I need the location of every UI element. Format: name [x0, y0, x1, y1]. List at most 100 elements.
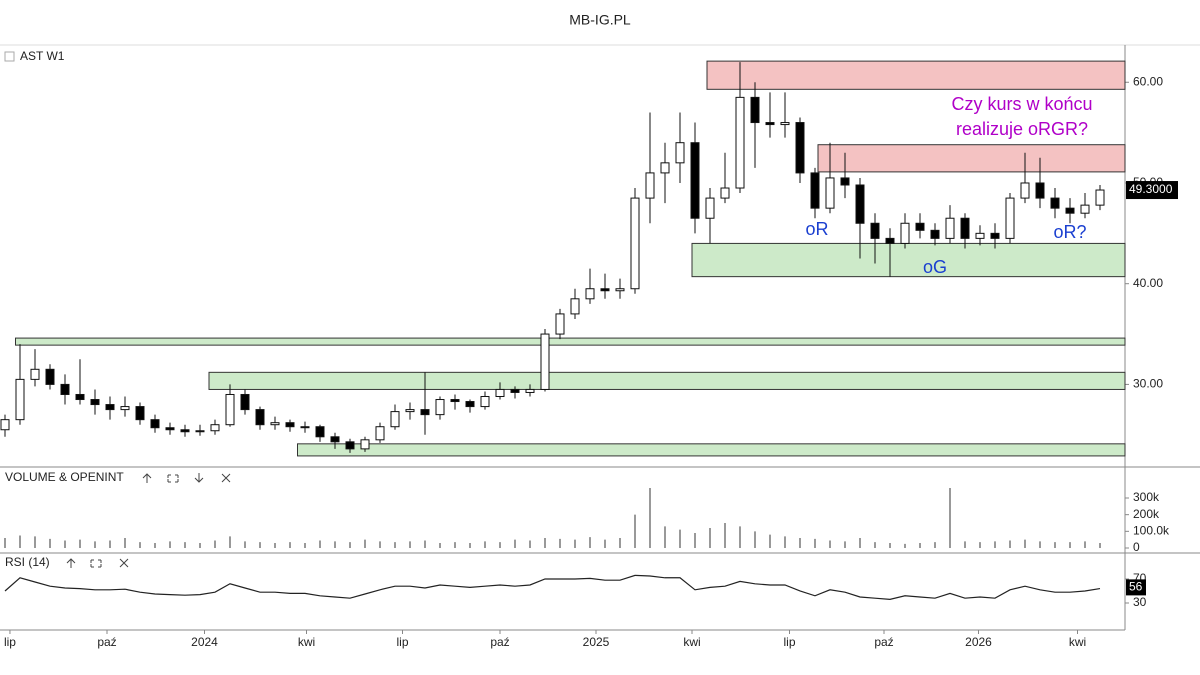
candle-body [960, 217, 970, 239]
x-tick-label: lip [4, 635, 16, 649]
candle-body [420, 409, 430, 416]
candle-body [1095, 189, 1105, 206]
candle-body [1020, 182, 1030, 199]
candle-body [930, 229, 940, 239]
move-up-icon[interactable] [142, 473, 152, 483]
y-tick-label: 100.0k [1133, 524, 1170, 538]
move-up-icon[interactable] [66, 558, 76, 568]
candle-body [690, 142, 700, 219]
candle-body [360, 439, 370, 450]
annotation: realizuje oRGR? [956, 119, 1088, 139]
x-tick-label: paź [874, 635, 893, 649]
close-icon[interactable] [119, 558, 129, 568]
candle-body [180, 429, 190, 433]
last-price-label: 49.3000 [1129, 182, 1173, 196]
zone [691, 242, 1126, 278]
candle-body [810, 172, 820, 209]
rsi-value-box [1126, 579, 1146, 596]
candle-body [285, 422, 295, 428]
maximize-icon[interactable] [90, 559, 102, 568]
candle-body [900, 222, 910, 244]
candle-body [1050, 197, 1060, 209]
zone [15, 337, 1126, 346]
pane-title: RSI (14) [5, 555, 50, 569]
candle-body [450, 399, 460, 403]
candle-body [1005, 197, 1015, 239]
candle-body [840, 177, 850, 186]
candle-body [675, 142, 685, 164]
last-price-box [1126, 181, 1178, 200]
close-icon[interactable] [221, 473, 231, 483]
candle-body [330, 436, 340, 443]
annotation: oG [923, 257, 947, 277]
x-tick-label: kwi [683, 635, 700, 649]
candle-body [90, 399, 100, 406]
pane-controls[interactable] [66, 558, 129, 568]
annotation: oR? [1053, 222, 1086, 242]
candle-body [0, 419, 10, 431]
candle-body [525, 388, 535, 393]
candle-body [750, 96, 760, 124]
x-tick-label: kwi [298, 635, 315, 649]
annotation: oR [805, 219, 828, 239]
candle-body [30, 368, 40, 380]
candle-body [240, 393, 250, 411]
candle-body [915, 222, 925, 231]
collapse-icon[interactable] [4, 51, 15, 62]
candle-body [585, 288, 595, 300]
candle-body [45, 368, 55, 385]
candle-body [315, 426, 325, 438]
candle-body [570, 298, 580, 315]
candle-body [135, 406, 145, 421]
candle-body [150, 419, 160, 429]
move-down-icon[interactable] [194, 473, 204, 483]
candle-body [975, 232, 985, 239]
zone [297, 443, 1126, 457]
annotation: Czy kurs w końcu [951, 94, 1092, 114]
candle-body [165, 427, 175, 431]
candle-body [60, 383, 70, 395]
candle-body [885, 237, 895, 244]
y-tick-label: 30.00 [1133, 377, 1163, 391]
candle-body [210, 424, 220, 432]
candle-body [705, 197, 715, 219]
y-tick-label: 30 [1133, 595, 1147, 609]
plot: 30.0040.0050.0060.00lippaź2024kwilippaź2… [0, 60, 1178, 649]
rsi-line [4, 574, 1101, 600]
candle-body [1065, 207, 1075, 214]
candle-body [645, 172, 655, 199]
y-tick-label: 60.00 [1133, 74, 1163, 88]
x-tick-label: 2026 [965, 635, 992, 649]
pane-controls[interactable] [142, 473, 231, 483]
candle-body [735, 96, 745, 189]
page-title: MB-IG.PL [569, 12, 631, 28]
candle-body [120, 406, 130, 411]
candle-body [225, 393, 235, 426]
candle-body [75, 393, 85, 401]
x-tick-label: paź [490, 635, 509, 649]
candle-body [465, 401, 475, 408]
candle-body [765, 122, 775, 126]
candle-body [780, 122, 790, 126]
candle-body [600, 288, 610, 292]
candle-body [555, 313, 565, 335]
zone [817, 144, 1126, 173]
candle-body [495, 388, 505, 397]
x-tick-label: lip [396, 635, 408, 649]
x-tick-label: 2024 [191, 635, 218, 649]
candle-body [195, 430, 205, 433]
x-tick-label: lip [783, 635, 795, 649]
candle-body [510, 388, 520, 393]
zone [208, 371, 1126, 390]
y-tick-label: 300k [1133, 490, 1160, 504]
x-tick-label: paź [97, 635, 116, 649]
candle-body [1080, 204, 1090, 214]
candle-body [660, 162, 670, 174]
pane-title: VOLUME & OPENINT [5, 470, 124, 484]
candle-body [1035, 182, 1045, 199]
maximize-icon[interactable] [167, 474, 179, 483]
candle-body [720, 187, 730, 199]
candle-body [255, 409, 265, 426]
candle-body [435, 399, 445, 416]
